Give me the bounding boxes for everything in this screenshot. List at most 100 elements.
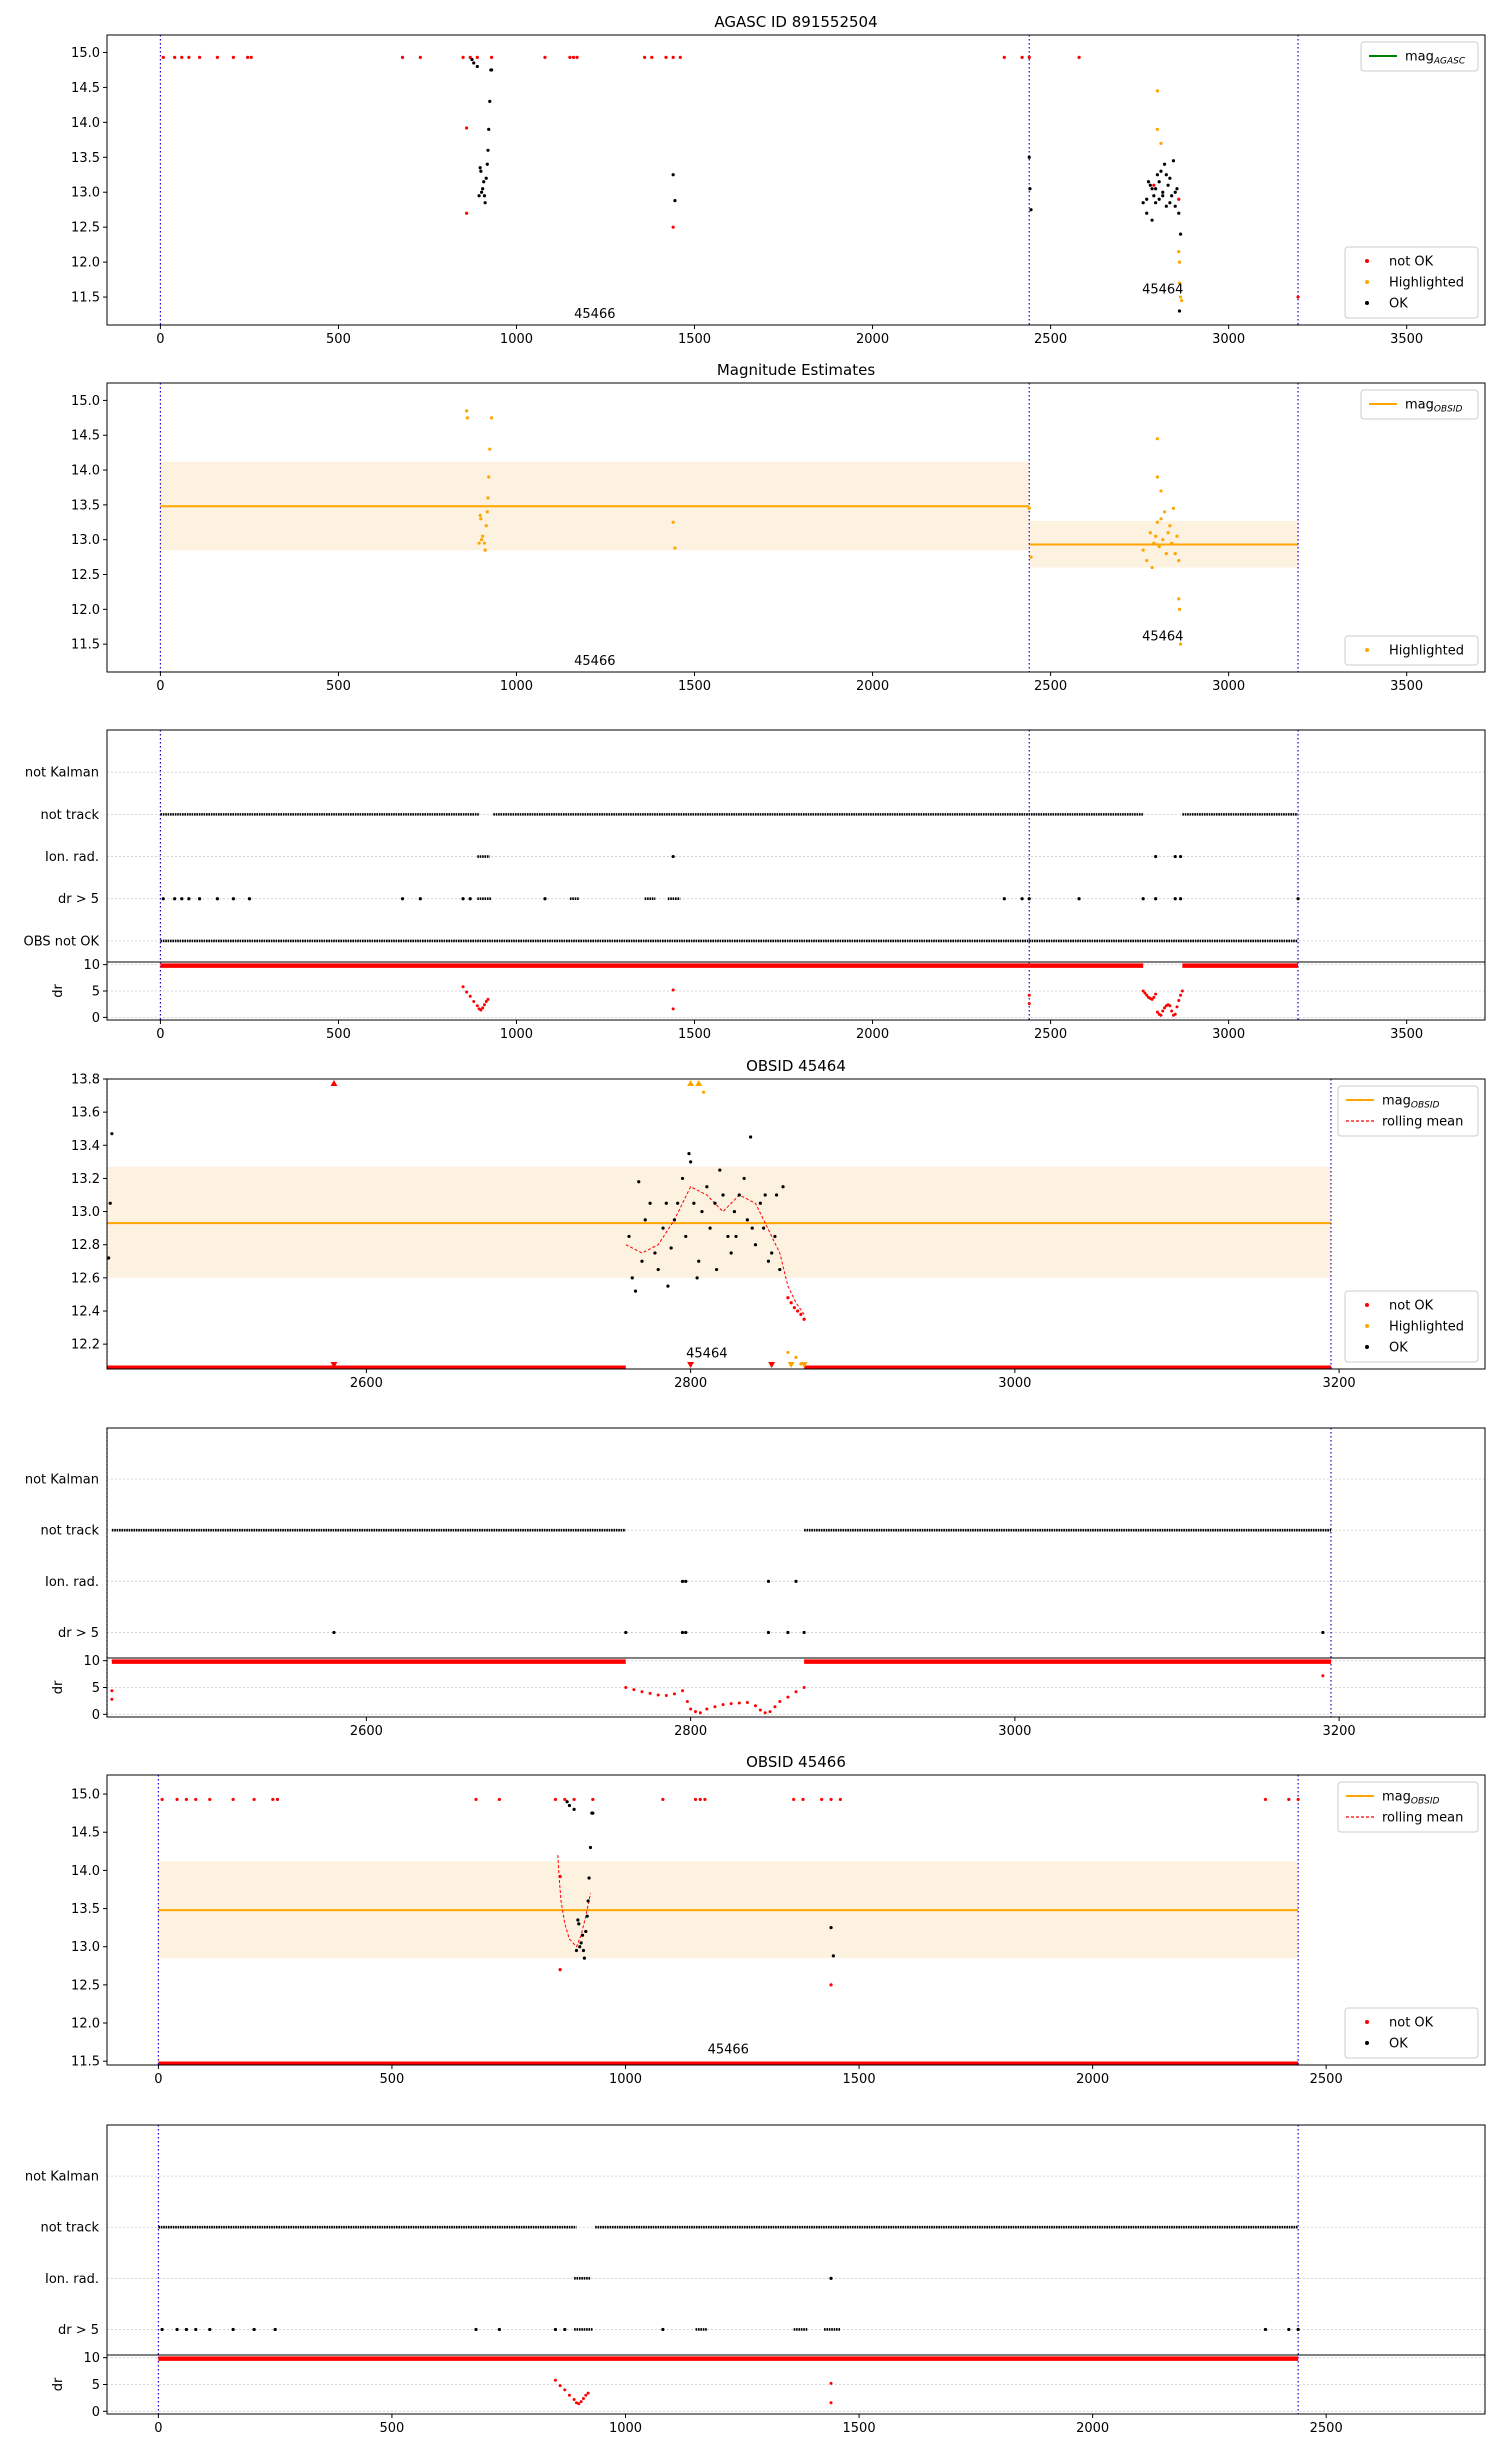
- dr-point: [1155, 1010, 1159, 1014]
- dr-point: [567, 2393, 571, 2397]
- flags-axes-frame: [106, 2124, 1486, 2356]
- legend-line-subscript: OBSID: [1411, 1101, 1440, 1111]
- data-point-ok: [684, 1234, 688, 1239]
- x-tick-label: 1000: [500, 679, 533, 694]
- data-point-not-ok: [231, 1797, 235, 1802]
- chart-agasc: AGASC ID 891552504 45466 45464 11.5 12.0 12.5…: [71, 13, 1486, 347]
- data-point-ok: [485, 162, 489, 166]
- y-tick-label: 14.5: [71, 429, 100, 444]
- dr-point: [753, 1704, 757, 1708]
- dr-point: [1027, 993, 1031, 997]
- dr-point: [472, 1000, 476, 1004]
- y-tick-label: 15.0: [71, 1788, 100, 1803]
- data-point-ok: [579, 1941, 583, 1945]
- data-point-ok: [489, 68, 494, 72]
- data-point-not-ok: [792, 1306, 796, 1310]
- x-tick-label: 3200: [1323, 1724, 1356, 1739]
- data-point-ok: [1146, 180, 1151, 184]
- y-tick-label: 12.4: [71, 1305, 100, 1320]
- data-point-not-ok: [197, 55, 202, 59]
- data-point-ok: [829, 1926, 833, 1930]
- dr-point: [763, 1711, 767, 1715]
- dr-point: [768, 1710, 772, 1714]
- flag-point: [461, 897, 465, 901]
- dr-point: [656, 1693, 660, 1697]
- flag-point: [175, 2327, 179, 2332]
- x-tick-label: 2000: [856, 1027, 889, 1042]
- data-point-not-ok: [208, 1797, 212, 1802]
- y-tick-label: 13.5: [71, 151, 100, 166]
- y-tick-label: 12.5: [71, 1978, 100, 1993]
- data-point-highlighted: [1152, 541, 1156, 545]
- data-point-ok: [633, 1289, 638, 1293]
- flag-point: [684, 1630, 688, 1635]
- data-point-highlighted: [1155, 127, 1160, 131]
- data-point-highlighted: [1141, 548, 1145, 552]
- legend-point-swatch: [1365, 2041, 1369, 2045]
- dr-point: [685, 1699, 689, 1703]
- below-range-marker: [800, 1362, 808, 1368]
- data-point-highlighted: [1166, 531, 1170, 535]
- legend-line-label: rolling mean: [1382, 1811, 1463, 1826]
- data-point-ok: [1170, 194, 1174, 198]
- chart-flags-45466: not Kalman not track Ion. rad. dr > 5 0 5 10 dr…: [25, 2124, 1486, 2436]
- data-point-highlighted: [1150, 565, 1154, 570]
- legend-point-swatch: [1365, 1303, 1369, 1307]
- dr-point: [829, 2401, 833, 2405]
- data-point-ok: [671, 173, 675, 177]
- y-tick-label: 13.0: [71, 1940, 100, 1955]
- legend-point-label: Highlighted: [1389, 276, 1464, 291]
- y-tick-label: 13.5: [71, 498, 100, 513]
- data-point-ok: [721, 1193, 725, 1197]
- data-point-not-ok: [418, 55, 422, 59]
- dr-point: [671, 988, 675, 992]
- chart-estimates: Magnitude Estimates 45466 45464 11.5 12.0 12.…: [71, 361, 1486, 694]
- dr-y-tick-label: 0: [92, 2405, 100, 2420]
- x-tick-label: 500: [326, 332, 351, 347]
- data-point-highlighted: [1170, 541, 1174, 545]
- flag-point: [418, 897, 422, 901]
- legend-point-swatch: [1365, 259, 1369, 263]
- data-point-ok: [673, 199, 677, 203]
- data-point-ok: [653, 1251, 657, 1255]
- data-point-ok: [470, 57, 474, 62]
- data-point-ok: [574, 1948, 579, 1953]
- data-point-highlighted: [479, 538, 484, 542]
- dr-point: [1170, 1009, 1174, 1013]
- x-tick-label: 1000: [500, 1027, 533, 1042]
- x-tick-label: 3500: [1390, 679, 1423, 694]
- data-point-ok: [1166, 183, 1170, 187]
- legend-box: [1360, 389, 1479, 420]
- data-point-highlighted: [671, 520, 675, 524]
- legend-point-label: OK: [1389, 297, 1408, 312]
- data-point-not-ok: [572, 1797, 576, 1802]
- dr-point: [475, 1004, 479, 1008]
- data-point-highlighted: [485, 510, 489, 514]
- data-point-highlighted: [1175, 534, 1179, 538]
- flag-point: [1027, 897, 1031, 901]
- data-point-not-ok: [664, 55, 668, 59]
- x-tick-label: 3000: [998, 1376, 1031, 1391]
- x-tick-label: 3000: [998, 1724, 1031, 1739]
- dr-point: [794, 1690, 798, 1694]
- dr-axis-label: dr: [51, 1680, 66, 1694]
- flag-point: [661, 2327, 665, 2332]
- dr-point: [705, 1707, 709, 1711]
- y-tick-label: 13.6: [71, 1106, 100, 1121]
- x-tick-label: 2500: [1310, 2421, 1343, 2436]
- flag-point: [794, 1579, 798, 1583]
- dr-point: [648, 1691, 652, 1695]
- flag-point: [474, 2327, 478, 2332]
- data-point-ok: [705, 1185, 709, 1189]
- data-point-ok: [627, 1234, 631, 1239]
- data-point-not-ok: [799, 1312, 803, 1316]
- x-tick-label: 3500: [1390, 332, 1423, 347]
- legend-box: [1337, 1085, 1479, 1137]
- data-point-ok: [1175, 187, 1179, 191]
- flag-point: [1296, 2327, 1300, 2332]
- below-range-marker: [768, 1362, 776, 1368]
- data-point-not-ok: [829, 1983, 833, 1987]
- y-tick-label: 15.0: [71, 46, 100, 61]
- dr-point: [553, 2378, 557, 2382]
- flag-point: [802, 1630, 806, 1635]
